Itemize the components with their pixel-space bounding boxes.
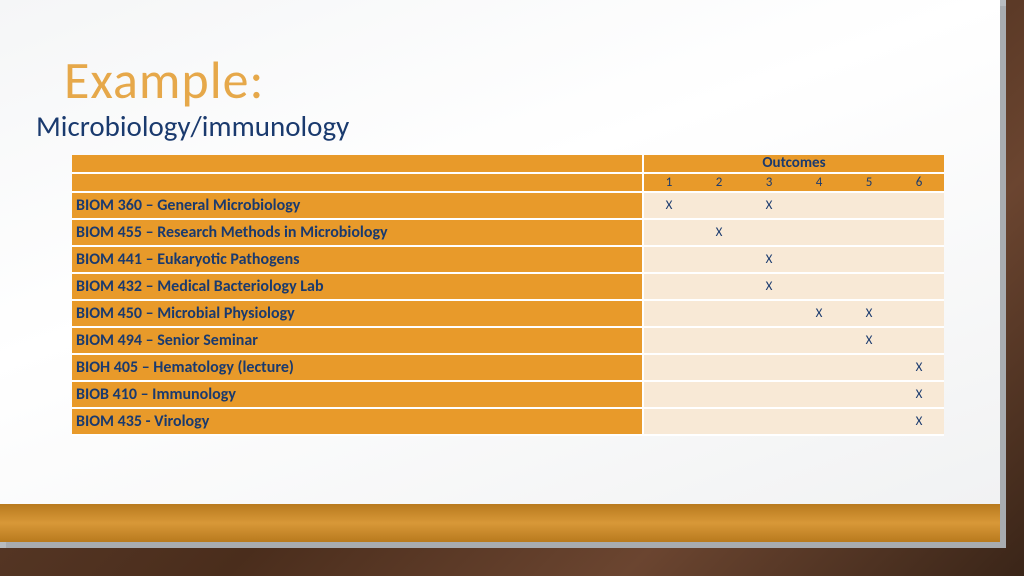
outcome-cell: X (644, 193, 694, 220)
row-label: BIOB 410 – Immunology (72, 382, 644, 409)
outcome-cell: X (744, 247, 794, 274)
outcome-cell (844, 274, 894, 301)
outcomes-header: Outcomes (644, 155, 944, 174)
table-header-row-2: 123456 (72, 174, 944, 193)
outcome-cell (644, 382, 694, 409)
outcome-cell (794, 409, 844, 436)
bottom-accent-band (0, 504, 1000, 542)
outcome-header-5: 5 (844, 174, 894, 193)
outcome-cell (844, 355, 894, 382)
outcome-cell (644, 409, 694, 436)
outcome-cell (694, 382, 744, 409)
outcome-cell (844, 409, 894, 436)
row-label: BIOH 405 – Hematology (lecture) (72, 355, 644, 382)
outcome-header-6: 6 (894, 174, 944, 193)
outcome-cell (844, 247, 894, 274)
outcome-cell: X (794, 301, 844, 328)
outcome-cell (644, 328, 694, 355)
outcome-cell: X (694, 220, 744, 247)
row-label: BIOM 360 – General Microbiology (72, 193, 644, 220)
outcome-cell (794, 328, 844, 355)
outcome-cell (894, 193, 944, 220)
slide-shadow: Example: Microbiology/immunology Outcome… (0, 0, 1006, 548)
outcome-cell (644, 355, 694, 382)
row-label: BIOM 450 – Microbial Physiology (72, 301, 644, 328)
table-row: BIOB 410 – Immunology X (72, 382, 944, 409)
row-label: BIOM 432 – Medical Bacteriology Lab (72, 274, 644, 301)
outcome-cell (644, 247, 694, 274)
row-label: BIOM 441 – Eukaryotic Pathogens (72, 247, 644, 274)
outcome-cell (794, 274, 844, 301)
outcome-cell (644, 220, 694, 247)
outcome-cell (894, 274, 944, 301)
table-row: BIOM 441 – Eukaryotic Pathogens X (72, 247, 944, 274)
outcome-cell (744, 355, 794, 382)
outcome-cell (794, 220, 844, 247)
outcome-cell (694, 274, 744, 301)
outcome-header-2: 2 (694, 174, 744, 193)
outcome-cell (894, 220, 944, 247)
outcome-cell (844, 382, 894, 409)
outcome-cell (794, 355, 844, 382)
outcome-cell (844, 220, 894, 247)
outcome-cell (844, 193, 894, 220)
header-empty-1 (72, 155, 644, 174)
outcome-cell (794, 193, 844, 220)
outcome-cell (744, 220, 794, 247)
outcome-cell: X (744, 193, 794, 220)
outcome-cell (794, 247, 844, 274)
outcome-cell (894, 247, 944, 274)
outcome-cell (744, 409, 794, 436)
outcome-cell: X (894, 355, 944, 382)
table-header-row-1: Outcomes (72, 155, 944, 174)
table-row: BIOM 360 – General MicrobiologyXX (72, 193, 944, 220)
row-label: BIOM 455 – Research Methods in Microbiol… (72, 220, 644, 247)
page-title: Example: (64, 48, 264, 112)
table-row: BIOM 450 – Microbial Physiology XX (72, 301, 944, 328)
outcome-cell (744, 328, 794, 355)
outcome-cell (694, 328, 744, 355)
table-row: BIOM 455 – Research Methods in Microbiol… (72, 220, 944, 247)
outcome-cell (694, 301, 744, 328)
outcome-header-4: 4 (794, 174, 844, 193)
outcome-cell (894, 328, 944, 355)
outcome-cell (794, 382, 844, 409)
table-row: BIOH 405 – Hematology (lecture) X (72, 355, 944, 382)
row-label: BIOM 494 – Senior Seminar (72, 328, 644, 355)
outcome-cell (694, 355, 744, 382)
outcome-cell: X (844, 328, 894, 355)
row-label: BIOM 435 - Virology (72, 409, 644, 436)
header-empty-2 (72, 174, 644, 193)
outcome-cell: X (894, 382, 944, 409)
page-subtitle: Microbiology/immunology (36, 108, 349, 144)
slide: Example: Microbiology/immunology Outcome… (0, 0, 1000, 542)
outcome-cell (744, 382, 794, 409)
outcomes-table: Outcomes 123456 BIOM 360 – General Micro… (72, 155, 944, 436)
outcome-cell (894, 301, 944, 328)
outcome-cell (644, 301, 694, 328)
outcome-cell (694, 247, 744, 274)
outcome-header-1: 1 (644, 174, 694, 193)
table-row: BIOM 494 – Senior Seminar X (72, 328, 944, 355)
outcome-cell (694, 409, 744, 436)
outcome-cell: X (744, 274, 794, 301)
outcome-cell: X (894, 409, 944, 436)
outcome-cell (644, 274, 694, 301)
table-row: BIOM 435 - Virology X (72, 409, 944, 436)
outcome-cell (744, 301, 794, 328)
outcome-cell (694, 193, 744, 220)
table-row: BIOM 432 – Medical Bacteriology Lab X (72, 274, 944, 301)
outcome-header-3: 3 (744, 174, 794, 193)
outcome-cell: X (844, 301, 894, 328)
